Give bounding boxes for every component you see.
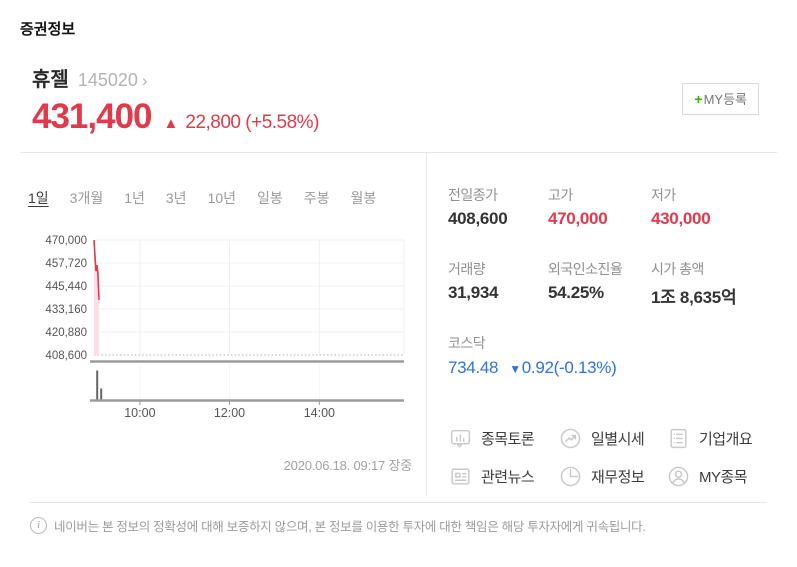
x-axis-label: 12:00	[214, 406, 245, 420]
link-daily-price[interactable]: 일별시세	[558, 426, 666, 451]
price-change: 22,800 (+5.58%)	[185, 112, 319, 133]
info-market-cap: 시가 총액 1조 8,635억	[651, 259, 777, 308]
up-arrow-icon: ▲	[163, 115, 179, 132]
related-news-icon	[448, 464, 473, 489]
tab-1day[interactable]: 1일	[28, 190, 49, 206]
footer: i 네이버는 본 정보의 정확성에 대해 보증하지 않으며, 본 정보를 이용한…	[30, 502, 767, 535]
info-icon: i	[30, 517, 47, 534]
link-my-stock[interactable]: MY종목	[666, 464, 777, 489]
y-axis-label: 457,720	[45, 258, 87, 270]
price-row: 431,400 ▲ 22,800 (+5.58%)	[32, 97, 777, 137]
volume-bar	[100, 388, 103, 401]
info-low-label: 저가	[651, 187, 676, 203]
down-arrow-icon: ▼	[509, 362, 521, 376]
chevron-right-icon: ›	[141, 71, 148, 90]
link-financial-info-label: 재무정보	[591, 469, 645, 486]
tab-3months[interactable]: 3개월	[69, 190, 104, 206]
info-column: 전일종가 408,600 고가 470,000 저가 430,000 거래량 31,934 외국…	[427, 153, 777, 496]
info-market-cap-value: 1조 8,635억	[651, 288, 737, 307]
current-price: 431,400	[32, 97, 153, 136]
chart-timestamp: 2020.06.18. 09:17 장중	[283, 458, 413, 473]
y-axis-label: 408,600	[45, 350, 87, 362]
stock-code: 145020	[77, 70, 138, 90]
info-prev-close-label: 전일종가	[448, 187, 498, 203]
link-related-news-label: 관련뉴스	[481, 469, 535, 486]
info-low: 저가 430,000	[651, 185, 777, 229]
y-axis-label: 445,440	[45, 281, 87, 293]
stock-code-link[interactable]: 145020 ›	[78, 70, 148, 91]
price-chart: 470,000 457,720 445,440 433,160 420,880 408,6…	[45, 235, 405, 420]
info-foreign-ratio-label: 외국인소진율	[548, 261, 623, 277]
link-company-overview[interactable]: 기업개요	[666, 426, 777, 451]
tab-monthly[interactable]: 월봉	[350, 190, 377, 206]
tab-weekly[interactable]: 주봉	[303, 190, 330, 206]
tab-10years[interactable]: 10년	[207, 190, 237, 206]
financial-info-icon	[558, 464, 583, 489]
stock-name: 휴젤	[32, 69, 69, 91]
link-financial-info[interactable]: 재무정보	[558, 464, 666, 489]
info-foreign-ratio-value: 54.25%	[548, 283, 604, 302]
price-line	[93, 239, 100, 300]
info-low-value: 430,000	[651, 209, 711, 228]
x-axis-label: 10:00	[124, 406, 155, 420]
info-high: 고가 470,000	[548, 185, 651, 229]
content-columns: 1일 3개월 1년 3년 10년 일봉 주봉 월봉 470,000 457,720 445,440…	[20, 153, 777, 496]
volume-bar	[96, 370, 99, 401]
company-overview-icon	[666, 426, 691, 451]
info-foreign-ratio: 외국인소진율 54.25%	[548, 259, 651, 308]
header-divider	[20, 152, 777, 153]
my-stock-icon	[666, 464, 691, 489]
discussion-icon	[448, 426, 473, 451]
tab-daily[interactable]: 일봉	[257, 190, 283, 206]
link-company-overview-label: 기업개요	[699, 431, 753, 448]
page-title: 증권정보	[20, 21, 76, 38]
link-discussion-label: 종목토론	[481, 431, 535, 448]
kosdaq-value-row: 734.48 ▼0.92(-0.13%)	[448, 358, 777, 378]
period-tabs: 1일 3개월 1년 3년 10년 일봉 주봉 월봉	[20, 188, 426, 208]
info-high-value: 470,000	[548, 209, 608, 228]
link-daily-price-label: 일별시세	[591, 431, 645, 448]
x-axis-label: 14:00	[304, 406, 335, 420]
info-volume-value: 31,934	[448, 283, 499, 302]
kosdaq-label: 코스닥	[448, 335, 486, 351]
plus-icon: +	[694, 91, 703, 107]
y-axis-label: 470,000	[45, 235, 87, 247]
link-related-news[interactable]: 관련뉴스	[448, 464, 558, 489]
y-axis-label: 420,880	[45, 327, 87, 339]
daily-price-icon	[558, 426, 583, 451]
tab-3years[interactable]: 3년	[165, 190, 187, 206]
kosdaq-change: 0.92(-0.13%)	[521, 358, 617, 377]
info-prev-close-value: 408,600	[448, 209, 508, 228]
info-high-label: 고가	[548, 187, 573, 203]
kosdaq-block: 코스닥 734.48 ▼0.92(-0.13%)	[448, 333, 777, 378]
disclaimer-text: 네이버는 본 정보의 정확성에 대해 보증하지 않으며, 본 정보를 이용한 투…	[54, 520, 646, 534]
stock-name-row: 휴젤 145020 ›	[32, 63, 777, 92]
my-register-label: MY등록	[703, 92, 747, 107]
stock-header: 휴젤 145020 › 431,400 ▲ 22,800 (+5.58%) +MY…	[20, 39, 777, 137]
kosdaq-index-value: 734.48	[448, 358, 499, 377]
chart-column: 1일 3개월 1년 3년 10년 일봉 주봉 월봉 470,000 457,720 445,440…	[20, 153, 427, 496]
info-volume-label: 거래량	[448, 261, 486, 277]
info-prev-close: 전일종가 408,600	[448, 185, 548, 229]
my-register-button[interactable]: +MY등록	[682, 83, 759, 115]
info-volume: 거래량 31,934	[448, 259, 548, 308]
tab-1year[interactable]: 1년	[124, 190, 145, 206]
link-discussion[interactable]: 종목토론	[448, 426, 558, 451]
y-axis-label: 433,160	[45, 304, 87, 316]
info-market-cap-label: 시가 총액	[651, 261, 704, 277]
info-grid: 전일종가 408,600 고가 470,000 저가 430,000 거래량 31,934 외국…	[448, 185, 777, 308]
stock-widget: 휴젤 145020 › 431,400 ▲ 22,800 (+5.58%) +MY…	[20, 39, 777, 496]
link-my-stock-label: MY종목	[699, 469, 748, 486]
